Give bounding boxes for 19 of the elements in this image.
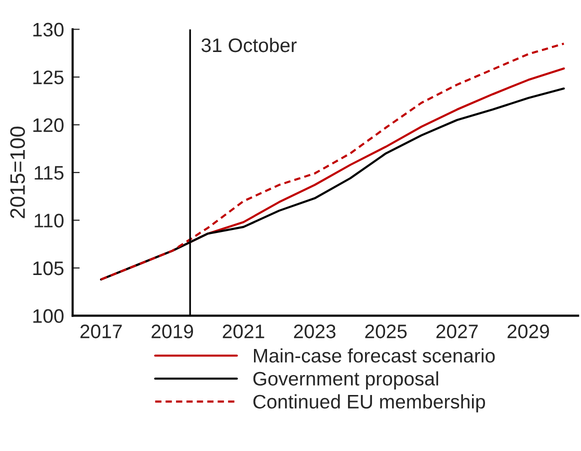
y-tick-label: 115	[34, 166, 64, 180]
legend-label: Government proposal	[253, 371, 438, 390]
x-tick-label: 2019	[152, 324, 194, 338]
x-tick-label: 2027	[436, 324, 478, 338]
x-tick-label: 2021	[222, 324, 264, 338]
y-axis-title: 2015=100	[10, 126, 25, 218]
y-tick-label: 100	[33, 309, 64, 323]
x-tick-label: 2017	[80, 324, 122, 338]
x-tick-label: 2029	[508, 324, 549, 338]
y-tick-label: 125	[33, 70, 64, 84]
y-tick-label: 120	[33, 118, 64, 132]
y-tick-label: 105	[33, 261, 64, 276]
x-tick-label: 2025	[365, 324, 407, 338]
y-tick-label: 130	[33, 22, 64, 37]
ref-line-label: 31 October	[202, 38, 297, 52]
legend-label: Continued EU membership	[253, 394, 486, 412]
legend-label: Main-case forecast scenario	[254, 348, 495, 363]
x-tick-label: 2023	[294, 324, 336, 338]
y-tick-label: 110	[34, 214, 64, 228]
